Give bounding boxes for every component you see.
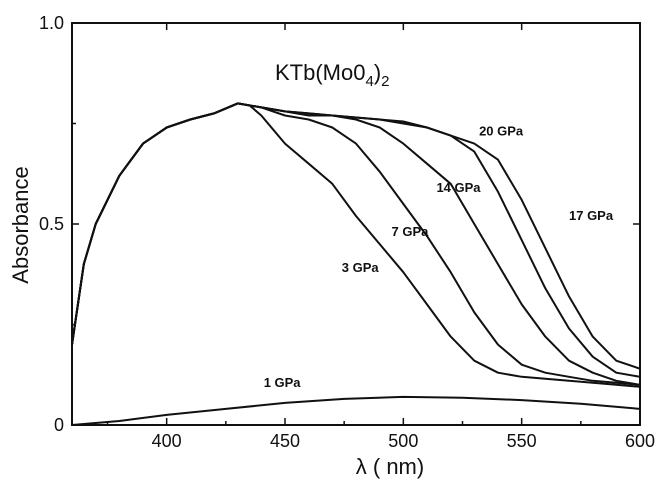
- x-tick-label: 450: [270, 431, 300, 451]
- series-line-3-gpa: [71, 102, 641, 388]
- x-tick-label: 500: [388, 431, 418, 451]
- series-line-1-gpa: [71, 395, 641, 426]
- title-paren: ): [374, 60, 381, 85]
- y-axis-ticks: 0 0.5 1.0: [39, 13, 640, 435]
- series-line-7-gpa: [71, 102, 641, 386]
- title-subscript-1: 4: [365, 73, 373, 90]
- series-label-20-gpa: 20 GPa: [479, 124, 524, 139]
- chart-title: KTb(Mo04)2: [275, 60, 390, 90]
- y-tick-label: 0.5: [39, 214, 64, 234]
- y-axis-label: Absorbance: [8, 166, 33, 283]
- series-line-20-gpa: [71, 102, 641, 370]
- title-subscript-2: 2: [381, 73, 389, 90]
- series-labels: 1 GPa 3 GPa 7 GPa 14 GPa 17 GPa 20 GPa: [264, 124, 614, 390]
- x-tick-label: 550: [507, 431, 537, 451]
- series-line-14-gpa: [71, 102, 641, 386]
- title-main-text: KTb(Mo0: [275, 60, 365, 85]
- y-tick-label: 1.0: [39, 13, 64, 33]
- series-label-3-gpa: 3 GPa: [342, 260, 380, 275]
- series-label-14-gpa: 14 GPa: [436, 180, 481, 195]
- x-axis-label: λ ( nm): [356, 454, 424, 479]
- series-label-1-gpa: 1 GPa: [264, 375, 302, 390]
- series-label-7-gpa: 7 GPa: [392, 224, 430, 239]
- x-tick-label: 400: [152, 431, 182, 451]
- y-tick-label: 0: [54, 415, 64, 435]
- series-label-17-gpa: 17 GPa: [569, 208, 614, 223]
- x-tick-label: 600: [625, 431, 655, 451]
- x-axis-ticks: 400 450 500 550 600: [106, 23, 655, 451]
- series-curves: [71, 102, 641, 426]
